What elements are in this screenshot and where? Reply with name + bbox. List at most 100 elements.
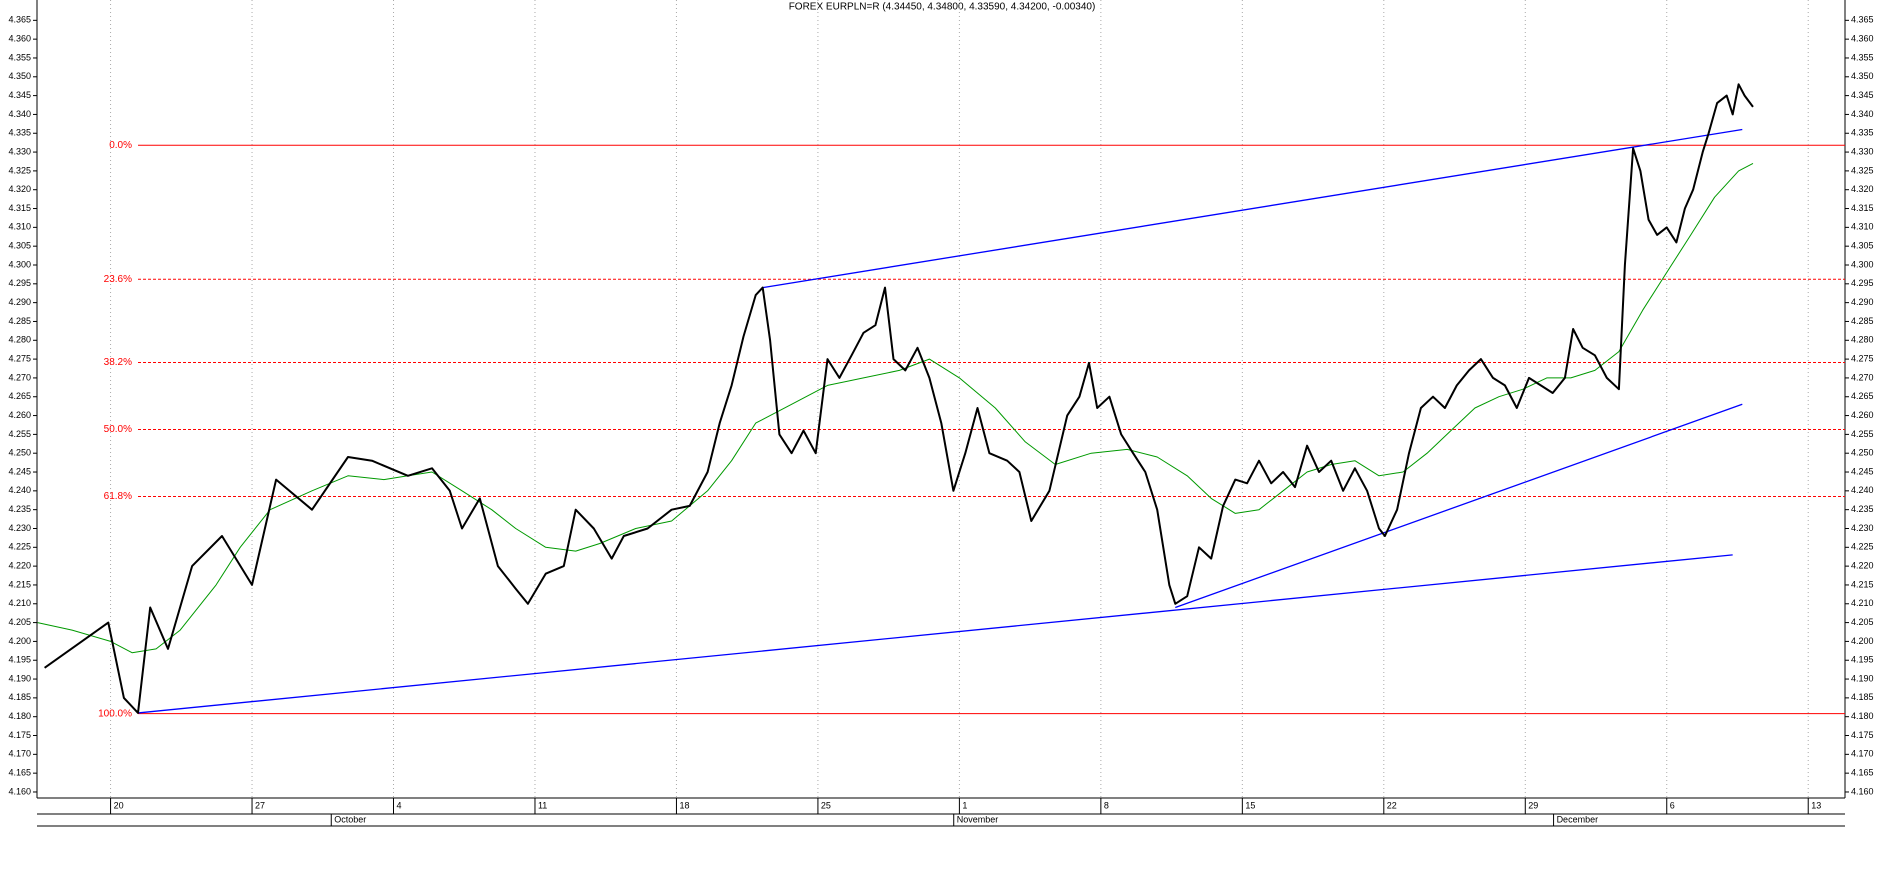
y-tick-label: 4.295 (1851, 278, 1874, 288)
y-tick-label: 4.330 (8, 146, 31, 156)
y-tick-label: 4.360 (8, 34, 31, 44)
y-tick-label: 4.320 (1851, 184, 1874, 194)
y-tick-label: 4.205 (8, 617, 31, 627)
x-tick-label: 15 (1245, 800, 1255, 810)
y-tick-label: 4.255 (1851, 429, 1874, 439)
month-label: December (1557, 814, 1599, 824)
x-tick-label: 11 (538, 800, 547, 810)
y-tick-label: 4.160 (1851, 786, 1874, 796)
y-tick-label: 4.235 (8, 504, 31, 514)
y-tick-label: 4.235 (1851, 504, 1874, 514)
y-tick-label: 4.300 (1851, 259, 1874, 269)
y-tick-label: 4.265 (1851, 391, 1874, 401)
y-tick-label: 4.250 (8, 448, 31, 458)
x-tick-label: 29 (1528, 800, 1538, 810)
y-tick-label: 4.305 (1851, 241, 1874, 251)
x-tick-label: 18 (679, 800, 689, 810)
moving-average-line (37, 162, 1754, 654)
y-tick-label: 4.280 (8, 335, 31, 345)
y-tick-label: 4.165 (8, 768, 31, 778)
y-tick-label: 4.245 (8, 466, 31, 476)
fibonacci-label: 38.2% (104, 357, 132, 368)
y-tick-label: 4.240 (8, 485, 31, 495)
x-tick-label: 25 (821, 800, 831, 810)
fibonacci-label: 100.0% (98, 708, 132, 719)
y-tick-label: 4.165 (1851, 768, 1874, 778)
y-tick-label: 4.260 (1851, 410, 1874, 420)
y-tick-label: 4.240 (1851, 485, 1874, 495)
y-tick-label: 4.190 (1851, 673, 1874, 683)
x-tick-label: 4 (397, 800, 402, 810)
y-tick-label: 4.335 (8, 128, 31, 138)
y-tick-label: 4.360 (1851, 34, 1874, 44)
y-tick-label: 4.210 (1851, 598, 1874, 608)
chart-title: FOREX EURPLN=R (4.34450, 4.34800, 4.3359… (789, 2, 1096, 13)
y-tick-label: 4.195 (8, 655, 31, 665)
y-tick-label: 4.200 (8, 636, 31, 646)
y-tick-label: 4.180 (1851, 711, 1874, 721)
y-tick-label: 4.285 (1851, 316, 1874, 326)
y-tick-label: 4.225 (8, 542, 31, 552)
y-tick-label: 4.210 (8, 598, 31, 608)
y-tick-label: 4.200 (1851, 636, 1874, 646)
y-tick-label: 4.250 (1851, 448, 1874, 458)
trend-line (137, 554, 1733, 714)
y-tick-label: 4.245 (1851, 466, 1874, 476)
y-tick-label: 4.305 (8, 241, 31, 251)
fibonacci-label: 50.0% (104, 424, 132, 435)
y-tick-label: 4.355 (8, 52, 31, 62)
y-tick-label: 4.220 (8, 561, 31, 571)
y-tick-label: 4.345 (1851, 90, 1874, 100)
y-tick-label: 4.175 (1851, 730, 1874, 740)
trend-line (1175, 403, 1743, 609)
y-tick-label: 4.275 (8, 353, 31, 363)
y-tick-label: 4.270 (8, 372, 31, 382)
y-tick-label: 4.290 (1851, 297, 1874, 307)
y-tick-label: 4.365 (1851, 15, 1874, 25)
fibonacci-label: 23.6% (104, 274, 132, 285)
y-tick-label: 4.270 (1851, 372, 1874, 382)
y-tick-label: 4.215 (8, 579, 31, 589)
y-tick-label: 4.175 (8, 730, 31, 740)
y-tick-label: 4.220 (1851, 561, 1874, 571)
y-tick-label: 4.205 (1851, 617, 1874, 627)
y-tick-label: 4.185 (1851, 692, 1874, 702)
x-tick-label: 6 (1670, 800, 1675, 810)
fibonacci-label: 61.8% (104, 491, 132, 502)
y-tick-label: 4.350 (8, 71, 31, 81)
fibonacci-label: 0.0% (109, 140, 132, 151)
y-tick-label: 4.230 (8, 523, 31, 533)
y-tick-label: 4.170 (8, 749, 31, 759)
y-tick-label: 4.215 (1851, 579, 1874, 589)
y-tick-label: 4.340 (8, 109, 31, 119)
y-tick-label: 4.335 (1851, 128, 1874, 138)
y-tick-label: 4.170 (1851, 749, 1874, 759)
x-tick-label: 8 (1104, 800, 1109, 810)
month-label: October (334, 814, 366, 824)
y-tick-label: 4.320 (8, 184, 31, 194)
y-tick-label: 4.310 (1851, 222, 1874, 232)
x-tick-label: 22 (1387, 800, 1397, 810)
x-tick-label: 27 (255, 800, 265, 810)
y-tick-label: 4.355 (1851, 52, 1874, 62)
x-tick-label: 13 (1811, 800, 1821, 810)
price-line (44, 83, 1754, 714)
x-tick-label: 1 (962, 800, 967, 810)
y-tick-label: 4.330 (1851, 146, 1874, 156)
y-tick-label: 4.345 (8, 90, 31, 100)
y-tick-label: 4.160 (8, 786, 31, 796)
y-tick-label: 4.325 (8, 165, 31, 175)
x-tick-label: 20 (114, 800, 124, 810)
y-tick-label: 4.290 (8, 297, 31, 307)
y-tick-label: 4.365 (8, 15, 31, 25)
y-tick-label: 4.300 (8, 259, 31, 269)
y-tick-label: 4.340 (1851, 109, 1874, 119)
y-tick-label: 4.350 (1851, 71, 1874, 81)
y-tick-label: 4.260 (8, 410, 31, 420)
trend-line (762, 128, 1743, 289)
y-tick-label: 4.190 (8, 673, 31, 683)
y-tick-label: 4.230 (1851, 523, 1874, 533)
